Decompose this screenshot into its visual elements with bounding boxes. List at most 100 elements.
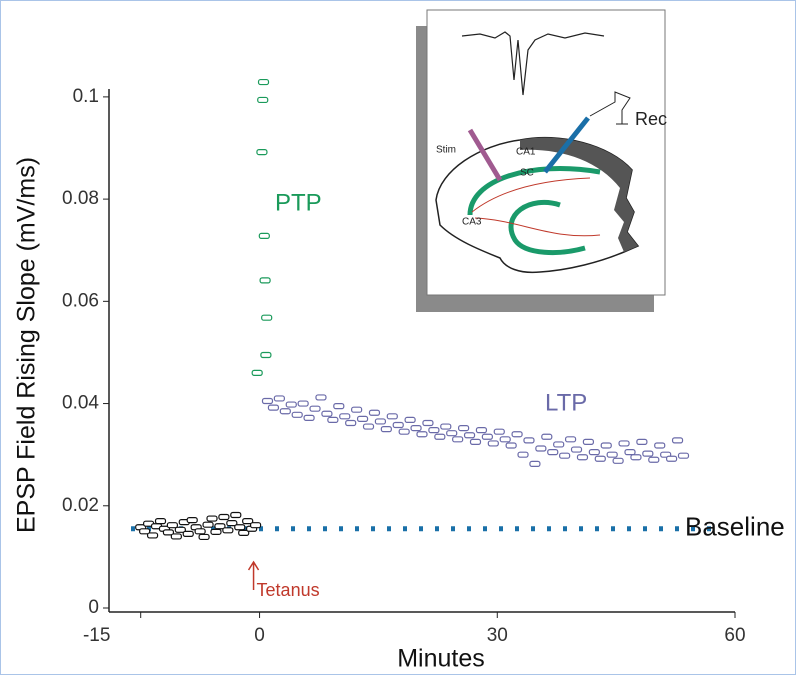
data-point: [410, 424, 422, 432]
data-point: [630, 454, 642, 461]
data-point: [404, 416, 416, 424]
data-point: [368, 409, 381, 416]
data-point: [273, 395, 285, 402]
data-point: [392, 421, 404, 429]
data-point: [261, 314, 273, 321]
data-point: [202, 521, 214, 528]
data-point: [291, 411, 303, 418]
annotation-ltp: LTP: [545, 389, 587, 416]
data-point: [475, 427, 488, 434]
data-point: [487, 440, 499, 447]
data-point: [186, 516, 198, 524]
data-point: [257, 78, 270, 86]
annotation-tetanus: Tetanus: [257, 580, 320, 600]
inset-dg: [508, 199, 586, 255]
data-point: [333, 403, 345, 410]
data-point: [416, 431, 428, 438]
inset: Stim CA1 SC CA3 Rec: [416, 9, 667, 312]
inset-label: CA3: [462, 217, 482, 228]
data-point: [505, 442, 517, 449]
inset-label: Rec: [635, 109, 667, 129]
y-tick-label: 0.1: [73, 86, 99, 107]
data-point: [356, 415, 369, 422]
data-point: [170, 533, 182, 540]
data-point: [398, 428, 410, 435]
data-point: [434, 433, 446, 440]
data-point: [238, 529, 250, 536]
data-point: [499, 436, 511, 443]
data-point: [642, 450, 654, 457]
data-point: [362, 423, 375, 430]
data-point: [493, 428, 505, 435]
data-point: [624, 449, 636, 456]
data-point: [279, 408, 291, 415]
data-point: [458, 424, 470, 432]
data-point: [249, 522, 262, 529]
data-point: [481, 433, 493, 440]
data-point: [428, 427, 440, 434]
data-point: [541, 433, 553, 440]
data-point: [618, 440, 630, 447]
data-point: [327, 416, 339, 424]
data-point: [303, 414, 315, 421]
y-tick-label: 0: [88, 597, 99, 618]
data-point: [440, 423, 452, 430]
data-point: [606, 451, 618, 458]
data-point: [654, 442, 666, 449]
y-tick-label: 0.08: [62, 188, 99, 209]
x-tick-label: 0: [254, 625, 265, 646]
inset-rec-wire: [589, 91, 631, 125]
data-point: [422, 419, 434, 427]
data-point: [588, 449, 600, 456]
data-point: [594, 455, 606, 462]
data-point: [600, 442, 612, 449]
data-point: [559, 452, 571, 459]
data-point: [339, 413, 351, 420]
data-point: [529, 460, 541, 467]
data-point: [309, 405, 321, 412]
data-point: [374, 418, 386, 425]
data-point: [677, 452, 690, 459]
inset-fibers: [471, 177, 601, 237]
x-tick-label: -15: [83, 625, 110, 646]
data-point: [582, 438, 595, 445]
data-point: [230, 511, 242, 519]
data-point: [564, 436, 577, 443]
data-point: [267, 404, 280, 411]
data-point: [285, 401, 297, 408]
data-point: [218, 513, 230, 521]
data-point: [648, 456, 660, 463]
y-axis-title: EPSP Field Rising Slope (mV/ms): [13, 157, 41, 533]
data-point: [380, 426, 392, 433]
data-point: [463, 432, 476, 439]
data-point: [576, 454, 589, 461]
baseline-label: Baseline: [685, 512, 785, 542]
data-point: [570, 446, 583, 453]
data-point: [154, 518, 167, 525]
data-point: [517, 451, 529, 458]
data-point: [321, 410, 333, 417]
data-point: [523, 437, 535, 444]
inset-ca1: [467, 166, 601, 216]
data-point: [386, 413, 398, 420]
inset-trace: [461, 31, 605, 96]
data-point: [222, 527, 234, 534]
data-point: [535, 445, 547, 452]
data-point: [345, 419, 357, 427]
y-tick-label: 0.04: [62, 393, 99, 414]
data-point: [146, 532, 159, 539]
data-point: [547, 449, 559, 456]
x-tick-label: 30: [487, 625, 508, 646]
inset-label: CA1: [516, 147, 536, 158]
data-point: [261, 397, 274, 405]
data-point: [636, 438, 648, 445]
inset-label: Stim: [436, 145, 456, 156]
data-point: [198, 533, 210, 541]
data-point: [194, 528, 206, 535]
inset-label: SC: [520, 168, 534, 179]
tetanus-arrow: [247, 560, 260, 590]
data-point: [251, 369, 263, 376]
data-point: [206, 515, 218, 522]
inset-rec-electrode: [543, 116, 590, 174]
